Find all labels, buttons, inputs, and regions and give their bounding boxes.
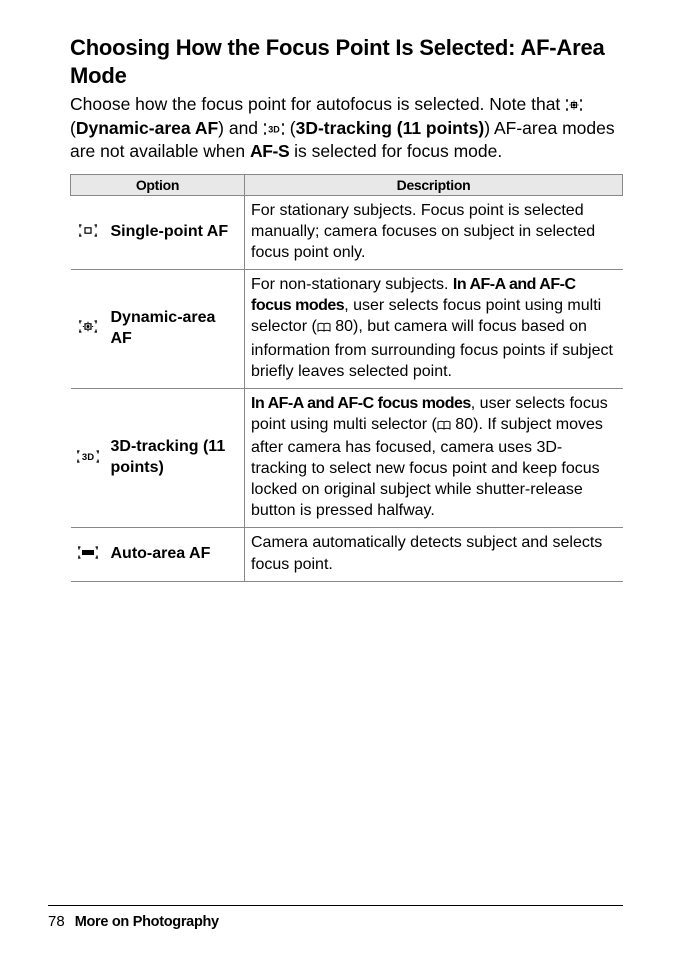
- page-ref-icon: [317, 318, 331, 339]
- option-description: For stationary subjects. Focus point is …: [245, 195, 623, 269]
- intro-mode1: Dynamic-area AF: [76, 118, 218, 138]
- option-name: 3D-tracking (11 points): [105, 388, 245, 528]
- option-description: For non-stationary subjects. In AF-A and…: [245, 270, 623, 389]
- intro-mode2: 3D-tracking (11 points): [296, 118, 485, 138]
- desc-bold: In AF-A and AF-C focus modes: [251, 395, 471, 412]
- footer-rule: [48, 905, 623, 906]
- intro-text: ) and: [218, 118, 263, 138]
- 3d-tracking-icon: 3D: [71, 388, 105, 528]
- table-row: Single-point AF For stationary subjects.…: [71, 195, 623, 269]
- option-name: Auto-area AF: [105, 528, 245, 581]
- page-ref-icon: [437, 416, 451, 437]
- svg-text:3D: 3D: [268, 124, 280, 134]
- header-option: Option: [71, 174, 245, 195]
- page-ref: 80: [331, 318, 353, 335]
- table-row: 3D 3D-tracking (11 points) In AF-A and A…: [71, 388, 623, 528]
- dynamic-area-icon: [71, 270, 105, 389]
- page-number: 78: [48, 913, 65, 930]
- table-row: Dynamic-area AF For non-stationary subje…: [71, 270, 623, 389]
- auto-area-icon: [71, 528, 105, 581]
- intro-paragraph: Choose how the focus point for autofocus…: [70, 93, 623, 164]
- 3d-icon: 3D: [263, 122, 285, 140]
- section-title: Choosing How the Focus Point Is Selected…: [70, 34, 623, 89]
- option-name: Single-point AF: [105, 195, 245, 269]
- table-row: Auto-area AF Camera automatically detect…: [71, 528, 623, 581]
- af-mode-table: Option Description Single-point AF For s…: [70, 174, 623, 582]
- desc-text: For non-stationary subjects.: [251, 276, 453, 293]
- header-description: Description: [245, 174, 623, 195]
- intro-afs: AF-S: [250, 141, 289, 161]
- page-footer: 78 More on Photography: [48, 913, 219, 930]
- option-description: In AF-A and AF-C focus modes, user selec…: [245, 388, 623, 528]
- dynamic-area-icon: [565, 98, 583, 116]
- option-name: Dynamic-area AF: [105, 270, 245, 389]
- page-ref: 80: [451, 416, 473, 433]
- intro-text: is selected for focus mode.: [289, 141, 502, 161]
- intro-text: Choose how the focus point for autofocus…: [70, 94, 565, 114]
- section-name: More on Photography: [75, 914, 219, 930]
- single-point-icon: [71, 195, 105, 269]
- option-description: Camera automatically detects subject and…: [245, 528, 623, 581]
- svg-text:3D: 3D: [81, 452, 93, 463]
